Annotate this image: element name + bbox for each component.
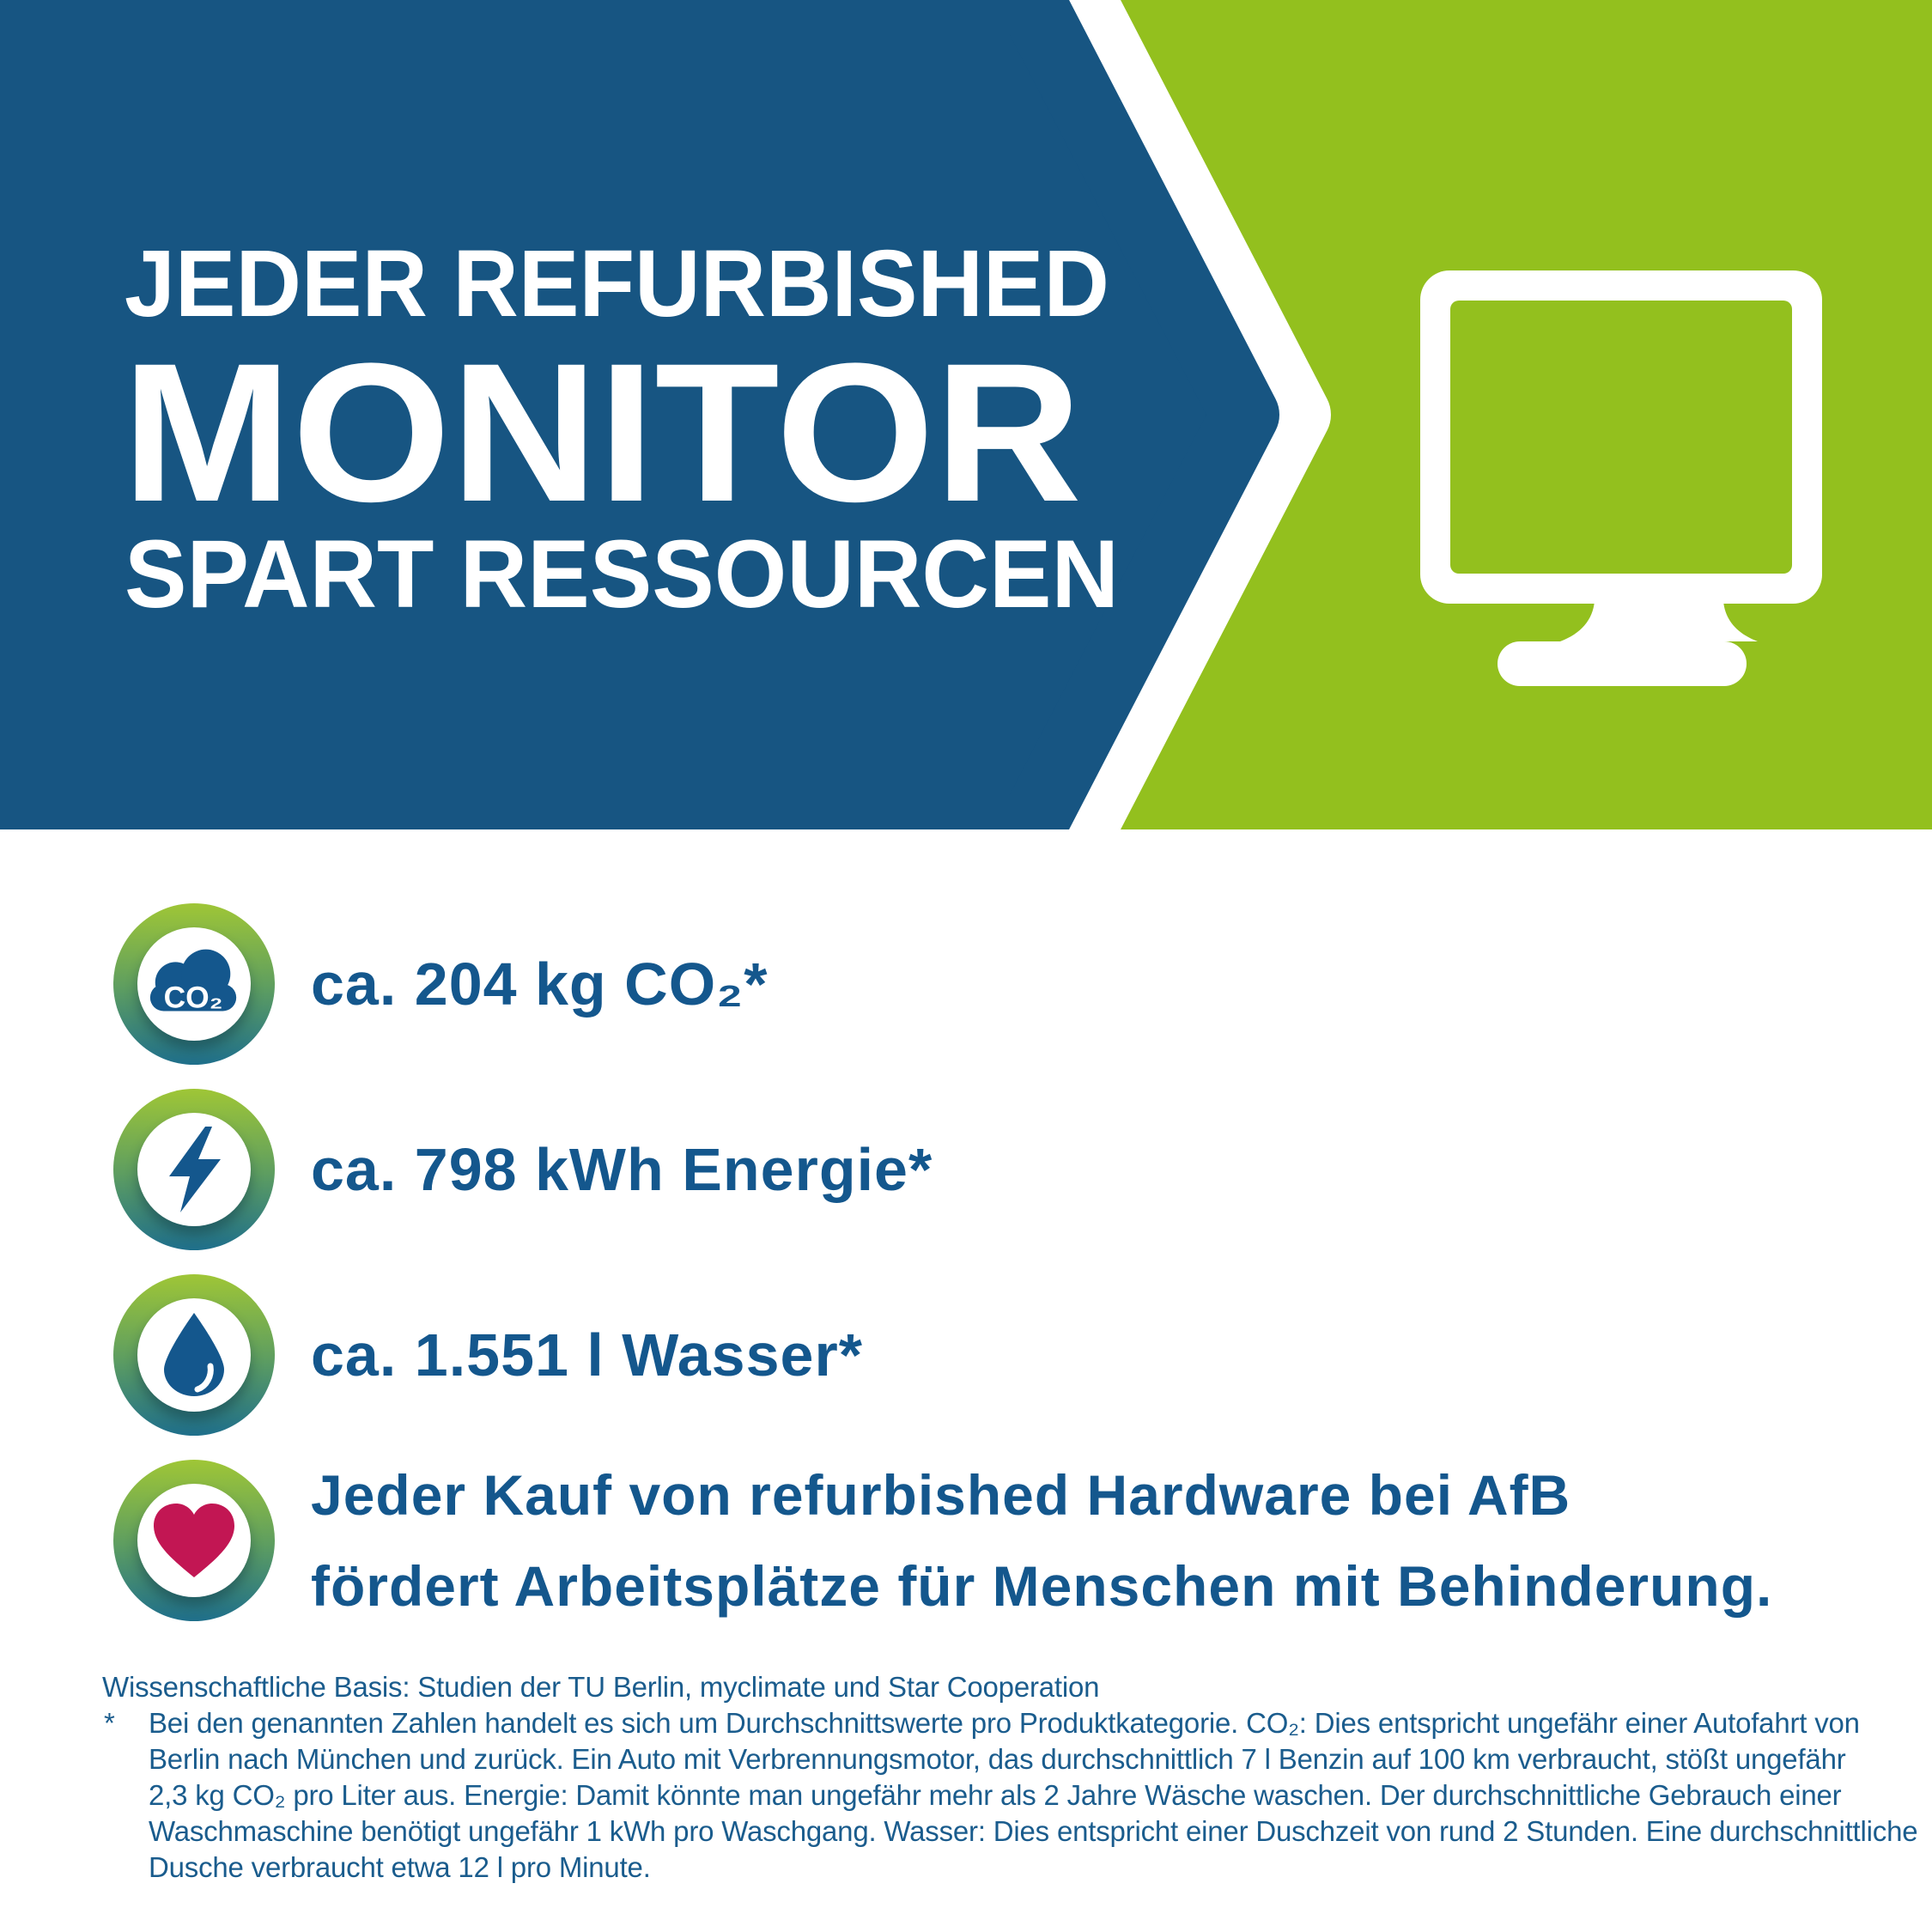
lightning-icon <box>169 1127 221 1212</box>
water-stat-text: ca. 1.551 l Wasser* <box>311 1321 863 1388</box>
stat-row-co2: CO₂ ca. 204 kg CO₂* <box>113 903 768 1065</box>
footnote-marker: * <box>104 1707 115 1739</box>
stat-row-social: Jeder Kauf von refurbished Hardware bei … <box>113 1460 1772 1621</box>
heart-badge <box>113 1460 275 1621</box>
water-badge <box>113 1274 275 1436</box>
energy-badge <box>113 1089 275 1250</box>
stat-row-energy: ca. 798 kWh Energie* <box>113 1089 933 1250</box>
water-drop-icon <box>164 1313 224 1396</box>
footnote-asterisk-paragraph: * Bei den genannten Zahlen handelt es si… <box>102 1705 1918 1886</box>
footnote-basis: Wissenschaftliche Basis: Studien der TU … <box>102 1671 1100 1703</box>
footnote-line: Bei den genannten Zahlen handelt es sich… <box>149 1707 1860 1739</box>
arrow-shape <box>0 0 1279 829</box>
headline-line3: SPART RESSOURCEN <box>125 520 1119 628</box>
headline-line2: MONITOR <box>122 322 1082 543</box>
co2-badge: CO₂ <box>113 903 275 1065</box>
headline-line1: JEDER REFURBISHED <box>125 231 1109 337</box>
co2-icon-label: CO₂ <box>164 981 223 1015</box>
social-line2: fördert Arbeitsplätze für Menschen mit B… <box>311 1554 1773 1618</box>
heart-icon <box>154 1504 234 1577</box>
social-stat-text: Jeder Kauf von refurbished Hardware bei … <box>311 1449 1772 1631</box>
monitor-icon <box>1420 270 1822 686</box>
energy-stat-text: ca. 798 kWh Energie* <box>311 1136 933 1203</box>
footnote-line: Berlin nach München und zurück. Ein Auto… <box>149 1743 1846 1775</box>
footnote-block: Wissenschaftliche Basis: Studien der TU … <box>102 1669 1918 1886</box>
footnote-line: 2,3 kg CO₂ pro Liter aus. Energie: Damit… <box>149 1779 1842 1811</box>
co2-stat-text: ca. 204 kg CO₂* <box>311 951 769 1018</box>
footnote-line: Waschmaschine benötigt ungefähr 1 kWh pr… <box>149 1815 1918 1847</box>
banner: JEDER REFURBISHED MONITOR SPART RESSOURC… <box>0 0 1932 829</box>
social-line1: Jeder Kauf von refurbished Hardware bei … <box>311 1463 1571 1527</box>
footnote-line: Dusche verbraucht etwa 12 l pro Minute. <box>149 1851 651 1883</box>
co2-cloud-icon: CO₂ <box>149 949 237 1015</box>
stat-row-water: ca. 1.551 l Wasser* <box>113 1274 863 1436</box>
